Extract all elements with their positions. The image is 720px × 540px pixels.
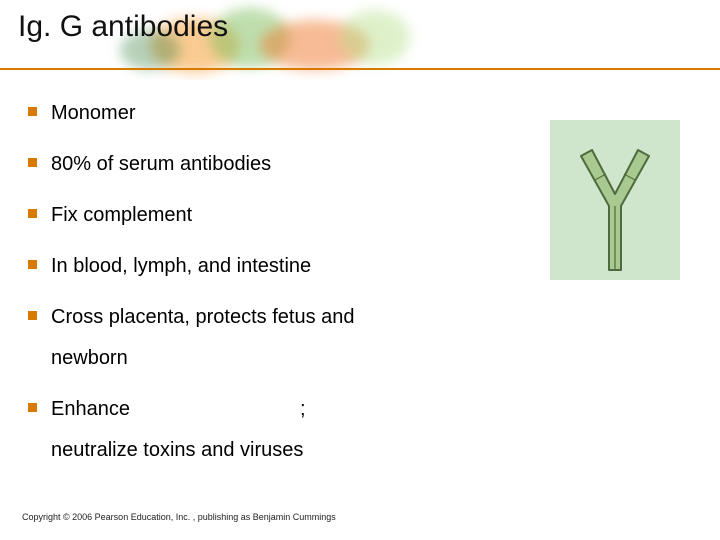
title-rule [0,68,720,70]
bullet-item: Enhance; [28,396,468,423]
bullet-text: Monomer [51,100,468,127]
bullet-text: Cross placenta, protects fetus and [51,304,468,331]
bullet-continuation: neutralize toxins and viruses [51,437,468,464]
bullet-continuation: newborn [51,345,468,372]
bullet-item: 80% of serum antibodies [28,151,468,178]
bullet-text: Fix complement [51,202,468,229]
deco-blob [340,10,410,65]
bullet-marker [28,403,37,412]
bullet-marker [28,260,37,269]
bullet-item: Cross placenta, protects fetus and [28,304,468,331]
bullet-item: In blood, lymph, and intestine [28,253,468,280]
copyright-text: Copyright © 2006 Pearson Education, Inc.… [22,512,336,522]
bullet-item: Fix complement [28,202,468,229]
bullet-marker [28,158,37,167]
bullet-item: Monomer [28,100,468,127]
bullet-text: 80% of serum antibodies [51,151,468,178]
bullet-marker [28,311,37,320]
bullet-marker [28,209,37,218]
slide: Ig. G antibodies Monomer 80% of serum ant… [0,0,720,540]
bullet-marker [28,107,37,116]
bullet-text: In blood, lymph, and intestine [51,253,468,280]
antibody-figure [550,120,680,280]
bullet-list: Monomer 80% of serum antibodies Fix comple… [28,100,468,488]
bullet-trailing: ; [300,396,306,423]
bullet-text: Enhance [51,396,130,423]
slide-title: Ig. G antibodies [18,10,228,44]
